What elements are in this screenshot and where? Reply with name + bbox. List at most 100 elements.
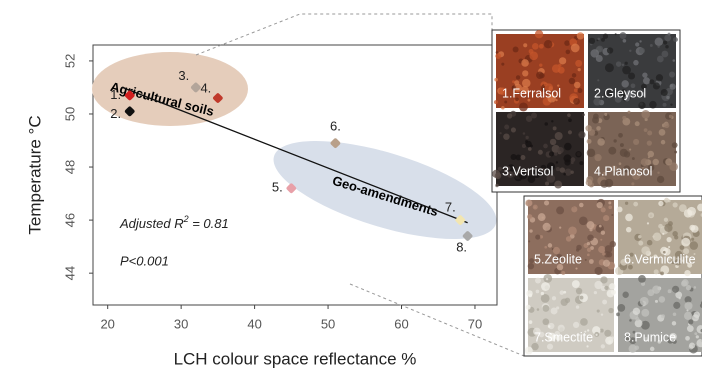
texture <box>586 148 596 158</box>
texture <box>649 100 657 109</box>
texture <box>510 127 516 133</box>
texture <box>560 298 568 306</box>
texture <box>565 236 572 242</box>
photo: 5.Zeolite <box>525 198 616 275</box>
texture <box>531 342 539 351</box>
texture <box>576 32 585 40</box>
texture <box>594 154 602 162</box>
texture <box>544 245 548 249</box>
texture <box>588 259 594 264</box>
texture <box>656 175 665 184</box>
texture <box>692 314 699 322</box>
photo: 6.Vermiculite <box>615 197 702 277</box>
x-tick-label: 50 <box>321 316 335 331</box>
texture <box>584 330 587 333</box>
texture <box>555 167 560 172</box>
texture <box>556 306 560 310</box>
texture <box>594 280 603 290</box>
texture <box>658 223 663 229</box>
texture <box>594 266 603 275</box>
texture <box>542 222 551 231</box>
texture <box>582 113 585 117</box>
texture <box>552 246 561 255</box>
texture <box>568 77 576 85</box>
texture <box>595 333 598 337</box>
texture <box>600 276 608 284</box>
texture <box>592 326 601 335</box>
point <box>330 138 341 148</box>
texture <box>644 117 648 122</box>
texture <box>664 34 672 42</box>
texture <box>585 179 593 186</box>
texture <box>632 330 636 334</box>
texture <box>622 38 627 43</box>
photo-bg <box>528 278 614 352</box>
photo: 2.Gleysol <box>588 32 678 110</box>
panel-label: 2.Gleysol <box>594 86 646 100</box>
texture <box>635 42 640 47</box>
texture <box>693 286 697 289</box>
texture <box>674 150 678 154</box>
texture <box>631 182 635 186</box>
texture <box>572 321 580 329</box>
texture <box>578 216 588 226</box>
texture <box>672 285 680 293</box>
texture <box>571 73 577 78</box>
texture <box>564 168 572 176</box>
texture <box>512 46 519 53</box>
texture <box>602 171 607 177</box>
texture <box>535 234 541 240</box>
texture <box>503 133 510 140</box>
x-tick-label: 60 <box>394 316 408 331</box>
texture <box>570 157 576 163</box>
texture <box>571 206 578 213</box>
texture <box>551 120 554 123</box>
texture <box>547 332 557 342</box>
texture <box>660 88 668 97</box>
texture <box>647 164 655 171</box>
texture <box>690 225 699 233</box>
panel-label: 6.Vermiculite <box>624 252 696 266</box>
texture <box>556 263 564 271</box>
y-tick-label: 46 <box>62 213 77 227</box>
texture <box>507 171 514 178</box>
texture <box>532 169 542 179</box>
texture <box>585 125 592 132</box>
texture <box>674 250 683 259</box>
texture <box>546 343 554 350</box>
texture <box>665 45 669 49</box>
texture <box>579 161 584 166</box>
texture <box>647 156 650 159</box>
texture <box>544 122 548 126</box>
texture <box>657 340 662 344</box>
texture <box>631 157 635 160</box>
texture <box>624 335 631 342</box>
texture <box>638 275 646 283</box>
texture <box>593 97 601 106</box>
texture <box>632 307 641 316</box>
texture <box>604 329 612 337</box>
texture <box>672 59 676 62</box>
r2-label: Adjusted R <box>119 216 184 231</box>
texture <box>586 242 591 246</box>
texture <box>683 209 693 218</box>
texture <box>540 291 545 296</box>
texture <box>596 126 601 131</box>
y-axis-label: Temperature °C <box>25 115 44 234</box>
texture <box>633 201 639 207</box>
texture <box>546 174 556 183</box>
texture <box>525 140 532 148</box>
texture <box>575 305 580 309</box>
texture <box>648 212 655 219</box>
texture <box>625 90 633 98</box>
texture <box>521 143 527 149</box>
texture <box>673 301 681 309</box>
texture <box>634 345 640 351</box>
texture <box>514 80 520 86</box>
texture <box>678 297 681 300</box>
texture <box>609 283 616 290</box>
texture <box>501 62 505 66</box>
texture <box>602 259 611 267</box>
texture <box>538 331 545 338</box>
texture <box>597 37 601 41</box>
